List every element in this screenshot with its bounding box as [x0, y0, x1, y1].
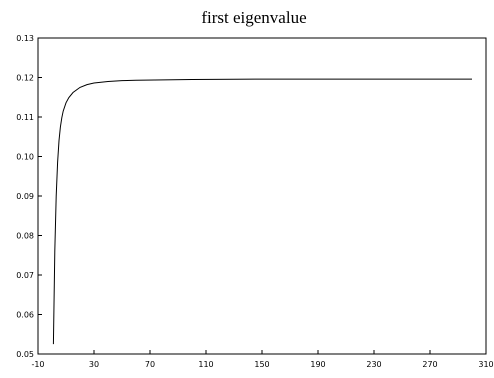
- chart-title: first eigenvalue: [201, 8, 306, 27]
- y-tick-label: 0.09: [16, 192, 34, 201]
- x-tick-label: 110: [198, 360, 213, 369]
- y-tick-label: 0.07: [16, 271, 34, 280]
- x-tick-label: 190: [310, 360, 325, 369]
- plot-frame: [37, 37, 487, 355]
- y-tick-label: 0.11: [16, 113, 34, 122]
- x-axis: -10 30 70 110 150 190 230 270 310: [31, 350, 494, 369]
- y-tick-label: 0.10: [16, 153, 34, 162]
- x-tick-label: -10: [31, 360, 44, 369]
- eigenvalue-line: [52, 78, 472, 345]
- y-tick-label: 0.06: [16, 311, 34, 320]
- x-tick-label: 270: [422, 360, 437, 369]
- y-tick-label: 0.12: [16, 74, 34, 83]
- x-tick-label: 70: [145, 360, 155, 369]
- y-tick-label: 0.08: [16, 232, 34, 241]
- y-tick-label: 0.13: [16, 34, 34, 43]
- x-tick-label: 150: [254, 360, 269, 369]
- y-tick-label: 0.05: [16, 350, 34, 359]
- y-axis: 0.05 0.06 0.07 0.08 0.09 0.10 0.11 0.12 0.13: [16, 34, 42, 359]
- x-tick-label: 30: [89, 360, 99, 369]
- x-tick-label: 310: [478, 360, 493, 369]
- x-tick-label: 230: [366, 360, 381, 369]
